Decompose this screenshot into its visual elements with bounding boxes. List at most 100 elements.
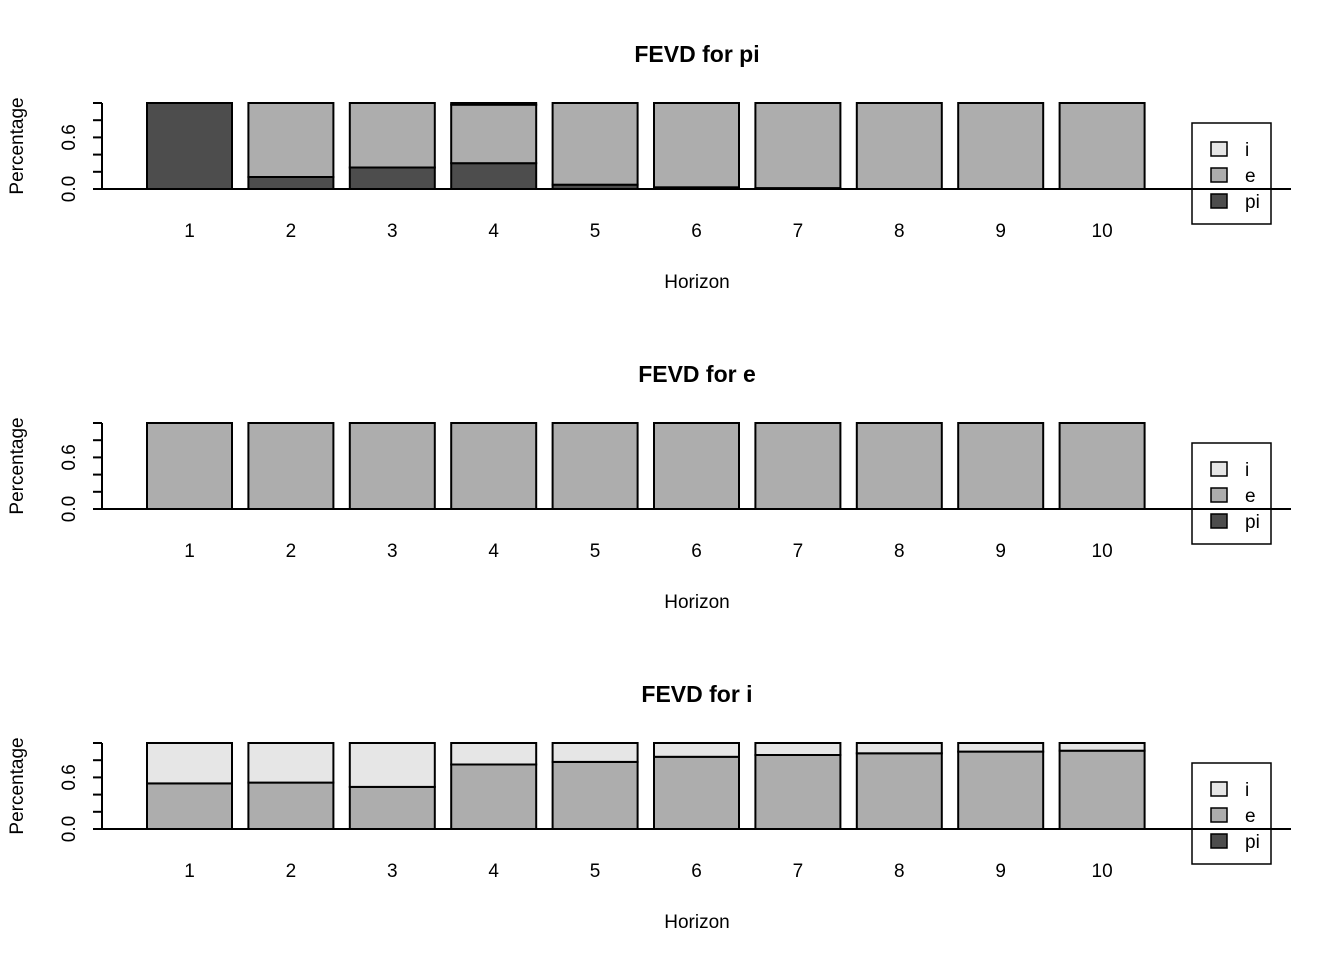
bar-segment-e [551,102,639,186]
bar-segment-e [1058,422,1146,510]
x-tick-label: 8 [894,861,905,882]
bar-segment-e [348,785,436,831]
chart-panel: FEVD for pi 1 2 3 4 5 6 7 8 9 10 0.0 0.6 Percentage Ho… [7,41,1291,293]
x-tick-label: 4 [488,221,499,242]
legend-box [1191,442,1272,545]
chart-panel: FEVD for e 1 2 3 4 5 6 7 8 9 10 0.0 0.6 Percentage Hor… [7,361,1291,613]
x-tick-label: 3 [387,541,398,562]
x-tick-label: 8 [894,221,905,242]
legend-label-e: e [1245,806,1256,827]
bar-segment-e [653,102,740,189]
y-tick-label: 0.0 [59,816,80,842]
chart-title: FEVD for i [641,681,752,707]
x-tick-label: 8 [894,541,905,562]
bar-segment-pi [450,162,538,190]
bar-segment-i [855,742,943,755]
x-tick-label: 2 [286,541,297,562]
legend: ie pi [1191,442,1291,545]
bar-segment-e [957,750,1045,830]
bar-segment-e [551,760,639,831]
chart-panel: FEVD for i 1 2 3 4 5 6 7 8 9 10 0.0 0.6 Percentage Hor… [7,681,1291,933]
bar-segment-i [348,742,436,788]
bar-segment-e [855,752,943,830]
legend-swatch-i [1210,461,1228,477]
bar-segment-e [450,763,538,830]
bar-segment-e [754,754,842,830]
y-tick-label: 0.6 [59,124,80,150]
bar-segment-i [146,742,233,785]
x-tick-label: 9 [995,221,1006,242]
y-axis-label: Percentage [7,417,28,514]
legend-label-pi: pi [1245,512,1260,533]
x-tick-label: 10 [1092,221,1113,242]
x-tick-label: 9 [995,861,1006,882]
x-tick-label: 4 [488,861,499,882]
x-tick-label: 4 [488,541,499,562]
legend: ie pi [1191,762,1291,865]
y-axis-label: Percentage [7,97,28,194]
x-tick-label: 10 [1092,861,1113,882]
x-tick-label: 7 [793,861,804,882]
bar-segment-e [754,102,842,190]
bar-segment-e [247,102,335,178]
legend-swatch-e [1210,167,1228,183]
legend-label-e: e [1245,486,1256,507]
x-axis-label: Horizon [664,272,729,293]
legend: ie pi [1191,122,1291,225]
bar-segment-e [855,102,943,190]
x-tick-label: 3 [387,221,398,242]
bar-segment-i [450,102,538,106]
y-tick-label: 0.6 [59,764,80,790]
bar-segment-e [754,422,842,510]
bar-segment-pi [146,102,233,190]
bar-segment-e [146,422,233,510]
legend-swatch-i [1210,781,1228,797]
chart-title: FEVD for e [638,361,756,387]
bar-segment-i [653,742,740,758]
x-tick-label: 1 [184,541,195,562]
bar-segment-e [450,422,538,510]
y-tick-label: 0.0 [59,496,80,522]
legend-label-pi: pi [1245,192,1260,213]
x-axis-label: Horizon [664,592,729,613]
legend-swatch-pi [1210,513,1228,529]
chart-title: FEVD for pi [634,41,759,67]
legend-box [1191,122,1272,225]
x-tick-label: 2 [286,221,297,242]
bar-segment-i [247,742,335,784]
bar-segment-e [855,422,943,510]
x-tick-label: 1 [184,861,195,882]
x-tick-label: 10 [1092,541,1113,562]
x-tick-label: 6 [691,861,702,882]
legend-swatch-pi [1210,833,1228,849]
bar-segment-e [348,102,436,169]
bar-segment-i [957,742,1045,753]
bar-segment-e [348,422,436,510]
bar-segment-e [1058,749,1146,831]
bar-segment-e [957,102,1045,190]
x-tick-label: 7 [793,541,804,562]
x-tick-label: 6 [691,541,702,562]
bar-segment-e [247,422,335,510]
bar-segment-e [653,422,740,510]
x-tick-label: 7 [793,221,804,242]
bar-segment-e [1058,102,1146,190]
bar-segment-i [551,742,639,763]
x-tick-label: 1 [184,221,195,242]
x-axis-label: Horizon [664,912,729,933]
x-tick-label: 5 [590,541,601,562]
bar-segment-i [1058,742,1146,752]
bar-segment-e [957,422,1045,510]
legend-label-pi: pi [1245,832,1260,853]
x-tick-label: 5 [590,221,601,242]
bar-segment-e [450,103,538,165]
legend-swatch-i [1210,141,1228,157]
x-tick-label: 2 [286,861,297,882]
legend-label-i: i [1245,140,1249,161]
bar-segment-pi [247,176,335,190]
x-tick-label: 9 [995,541,1006,562]
bar-segment-e [146,782,233,831]
legend-label-i: i [1245,460,1249,481]
legend-label-i: i [1245,780,1249,801]
